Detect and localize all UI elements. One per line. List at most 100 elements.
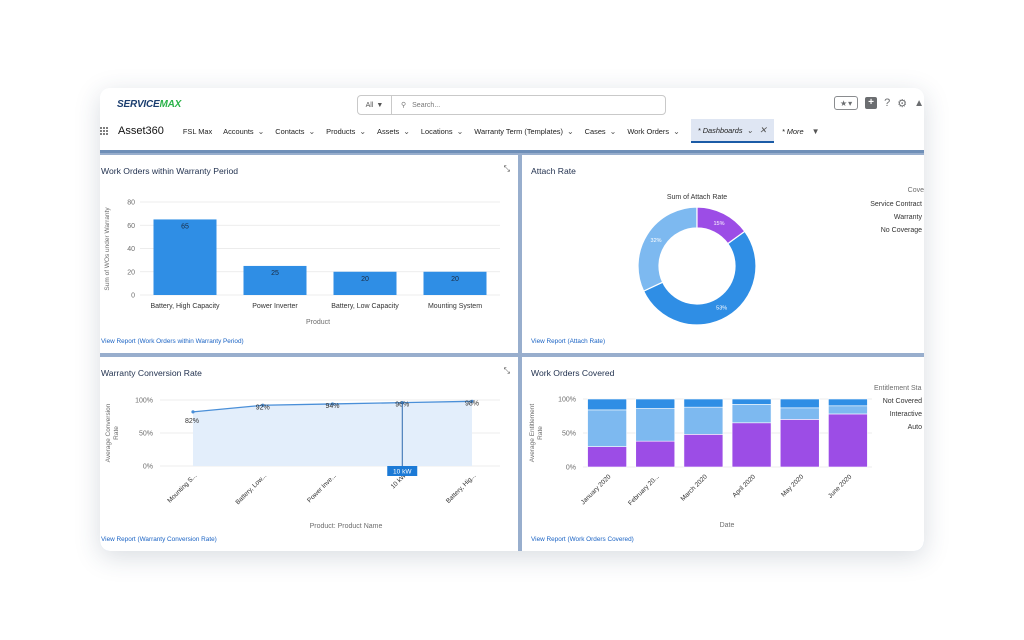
data-label: 94% xyxy=(325,403,339,410)
slice-label: 32% xyxy=(651,238,662,244)
chevron-down-icon[interactable]: ⌄ xyxy=(609,126,617,136)
tab-dashboards[interactable]: * Dashboards ⌄ ✕ xyxy=(690,119,774,143)
header-utility-icons: ★ ▾ + ? ⚙ ▲ xyxy=(834,96,924,110)
notifications-bell-icon[interactable]: ▲ xyxy=(914,97,924,109)
x-tick-label: Battery, Low... xyxy=(234,472,268,506)
global-search: All ▼ ⚲ Search... xyxy=(357,95,666,115)
chevron-down-icon[interactable]: ⌄ xyxy=(746,125,754,135)
data-label: 98% xyxy=(465,400,479,407)
pie-slice xyxy=(642,230,757,326)
chevron-down-icon[interactable]: ⌄ xyxy=(456,126,464,136)
y-tick-label: 40 xyxy=(127,246,135,253)
nav-item-accounts[interactable]: Accounts ⌄ xyxy=(223,126,265,136)
gear-icon[interactable]: ⚙ xyxy=(897,97,908,110)
stacked-bar-segment xyxy=(587,398,627,411)
view-report-link[interactable]: View Report (Work Orders Covered) xyxy=(531,536,634,543)
panel-attach-rate: Attach Rate Sum of Attach Rate 53% 32% 15% C… xyxy=(522,155,924,353)
nav-item-products[interactable]: Products ⌄ xyxy=(326,126,367,136)
area-chart: 0% 50% 100% 82% Mounting S... 92% Battery, Low… xyxy=(105,398,500,530)
stacked-bar-segment xyxy=(828,398,868,407)
nav-item-warranty-term[interactable]: Warranty Term (Templates) ⌄ xyxy=(474,126,574,136)
stacked-bar-segment xyxy=(779,398,820,409)
app-launcher-icon[interactable] xyxy=(100,127,108,135)
y-axis-title: Average Conversion xyxy=(105,403,112,462)
chevron-down-icon[interactable]: ⌄ xyxy=(566,126,574,136)
chevron-down-icon[interactable]: ⌄ xyxy=(359,126,367,136)
nav-item-cases[interactable]: Cases ⌄ xyxy=(584,126,617,136)
nav-item-work-orders[interactable]: Work Orders ⌄ xyxy=(627,126,680,136)
y-axis-title: Average Entitlement xyxy=(529,404,536,463)
panel-wo-covered: Work Orders Covered 0% 50% 100% January 202… xyxy=(522,357,924,551)
view-report-link[interactable]: View Report (Work Orders within Warranty… xyxy=(101,338,244,345)
bar xyxy=(243,265,307,295)
hover-tooltip-box xyxy=(387,466,418,476)
help-icon[interactable]: ? xyxy=(884,97,891,109)
bar xyxy=(333,271,397,295)
legend-entry: Interactive xyxy=(890,411,922,418)
x-axis-title: Product xyxy=(306,319,330,326)
data-label: 20 xyxy=(361,276,369,283)
nav-item-fsl-max[interactable]: FSL Max xyxy=(182,126,213,136)
caret-down-icon: ▾ xyxy=(848,98,853,108)
hover-tooltip-label: 10 kW xyxy=(393,469,412,476)
stacked-bar-segment xyxy=(828,413,868,468)
y-tick-label: 60 xyxy=(127,223,135,230)
nav-item-locations[interactable]: Locations ⌄ xyxy=(420,126,464,136)
favorites-button[interactable]: ★ ▾ xyxy=(834,96,859,110)
stacked-bar-segment xyxy=(731,422,772,468)
panel-title: Work Orders Covered xyxy=(531,368,615,378)
nav-item-assets[interactable]: Assets ⌄ xyxy=(377,126,410,136)
stacked-bar-segment xyxy=(635,398,676,409)
x-tick-label: February 20... xyxy=(627,473,661,507)
stacked-bar-segment xyxy=(828,405,868,415)
search-input[interactable]: ⚲ Search... xyxy=(401,101,441,110)
bar-chart: 0 20 40 60 80 65 Battery, High Capacity 25 Power… xyxy=(104,200,500,326)
data-label: 82% xyxy=(185,418,199,425)
expand-icon[interactable]: ⤡ xyxy=(503,366,510,375)
nav-item-contacts[interactable]: Contacts ⌄ xyxy=(275,126,316,136)
chevron-down-icon[interactable]: ⌄ xyxy=(257,126,265,136)
x-tick-label: Power Inverter xyxy=(252,303,298,310)
donut-chart: Sum of Attach Rate 53% 32% 15% Cove Service C… xyxy=(637,187,924,326)
close-tab-icon[interactable]: ✕ xyxy=(759,124,767,135)
view-report-link[interactable]: View Report (Warranty Conversion Rate) xyxy=(101,536,217,543)
stacked-bar-segment xyxy=(779,419,820,468)
area-fill xyxy=(193,401,472,466)
servicemax-logo[interactable]: SERVICEMAX xyxy=(117,99,182,110)
legend-entry: Service Contract xyxy=(870,201,922,208)
y-axis-title: Rate xyxy=(113,426,120,440)
app-name: Asset360 xyxy=(118,125,164,137)
slice-label: 15% xyxy=(714,221,725,227)
panel-title: Warranty Conversion Rate xyxy=(101,368,202,378)
panel-title: Work Orders within Warranty Period xyxy=(101,166,239,176)
dashboard-canvas: Work Orders within Warranty Period ⤡ 0 20… xyxy=(100,153,924,551)
y-tick-label: 0 xyxy=(131,293,135,300)
stacked-bar-segment xyxy=(683,434,724,468)
x-tick-label: Mounting S... xyxy=(166,472,198,504)
nav-more-menu[interactable]: * More ▼ xyxy=(781,126,820,136)
x-tick-label: April 2020 xyxy=(731,473,757,499)
pie-slice xyxy=(637,206,698,292)
global-header: SERVICEMAX All ▼ ⚲ Search... ★ ▾ + ? ⚙ ▲ xyxy=(100,88,924,124)
x-tick-label: March 2020 xyxy=(680,473,709,502)
x-tick-label: Battery, Hig... xyxy=(445,472,478,505)
view-report-link[interactable]: View Report (Attach Rate) xyxy=(531,338,606,345)
stacked-bar-segment xyxy=(587,446,627,468)
panel-title: Attach Rate xyxy=(531,166,576,176)
chevron-down-icon[interactable]: ⌄ xyxy=(673,126,680,136)
expand-icon[interactable]: ⤡ xyxy=(503,164,510,173)
data-label: 92% xyxy=(256,404,270,411)
global-actions-plus-icon[interactable]: + xyxy=(865,97,878,109)
search-scope-dropdown[interactable]: All ▼ xyxy=(358,96,392,114)
x-tick-label: Power Inve... xyxy=(306,472,338,504)
stacked-bar-segment xyxy=(779,407,820,420)
caret-down-icon[interactable]: ▼ xyxy=(811,126,820,136)
star-icon: ★ xyxy=(840,98,848,108)
stacked-bar-segment xyxy=(683,406,724,435)
caret-down-icon: ▼ xyxy=(376,101,384,109)
pie-slice xyxy=(696,206,746,245)
chevron-down-icon[interactable]: ⌄ xyxy=(308,126,316,136)
y-tick-label: 50% xyxy=(562,431,576,438)
x-tick-label: June 2020 xyxy=(827,473,854,500)
chevron-down-icon[interactable]: ⌄ xyxy=(403,126,410,136)
